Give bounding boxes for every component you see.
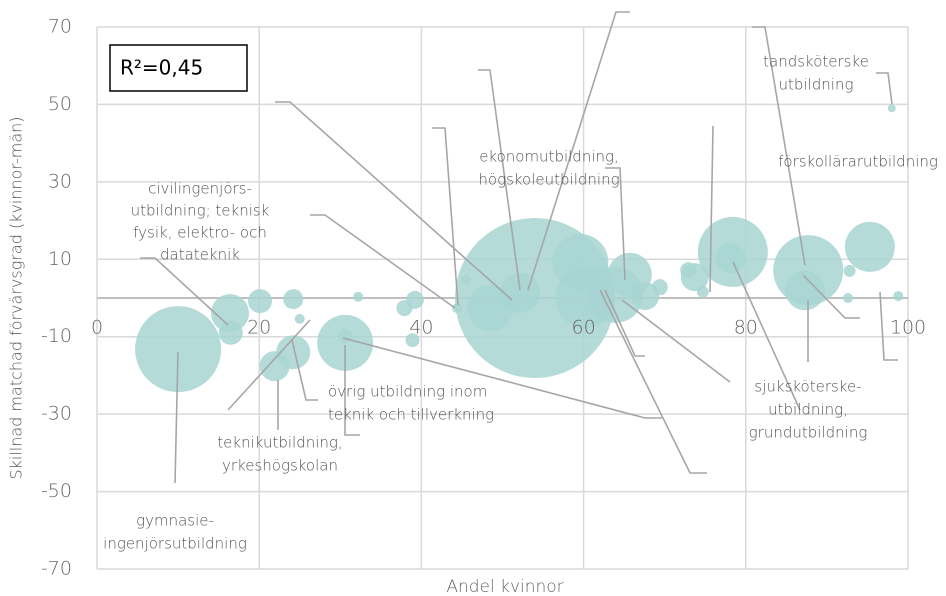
annotation: R²=0,45 — [120, 56, 203, 80]
annotation: yrkeshögskolan — [222, 457, 338, 475]
bubble — [211, 294, 250, 333]
annotation: datateknik — [160, 246, 240, 264]
leader-line — [879, 291, 898, 361]
bubble — [844, 221, 895, 272]
bubble — [276, 335, 311, 370]
leader-line — [342, 337, 662, 419]
annotation: högskoleutbildning — [478, 171, 619, 189]
bubble — [405, 333, 420, 348]
r2-box — [109, 44, 248, 92]
annotation: civilingenjörs- — [148, 180, 252, 198]
y-tick-label: -70 — [41, 558, 72, 580]
bubble — [500, 272, 541, 313]
annotation: teknik och tillverkning — [328, 406, 494, 424]
annotation: gymnasie- — [136, 512, 214, 530]
bubble — [696, 285, 709, 298]
bubble — [353, 291, 364, 302]
y-tick-label: -30 — [41, 403, 72, 425]
leader-line — [599, 289, 707, 474]
bubble — [785, 270, 826, 311]
y-tick-label: 30 — [48, 170, 72, 192]
x-tick-label: 80 — [734, 317, 758, 339]
leader-line — [604, 289, 645, 357]
leader-line — [876, 72, 893, 105]
bubble — [843, 264, 856, 277]
leader-line — [802, 274, 860, 319]
x-tick-label: 100 — [890, 317, 926, 339]
annotation: utbildning, — [768, 401, 848, 419]
x-tick-label: 20 — [247, 317, 271, 339]
bubbles — [135, 104, 904, 393]
bubble — [294, 313, 305, 324]
leader-line — [275, 101, 513, 301]
bubble — [405, 290, 424, 309]
leader-line — [605, 167, 626, 281]
bubble — [715, 243, 746, 274]
bubble — [135, 306, 222, 393]
bubble — [651, 279, 668, 296]
annotation: övrig utbildning inom — [328, 383, 487, 401]
x-tick-label: 0 — [91, 317, 103, 339]
bubble — [893, 291, 904, 302]
y-tick-label: 10 — [48, 248, 72, 270]
annotation: ingenjörsutbildning — [103, 535, 247, 553]
annotation: förskollärarutbildning — [778, 153, 938, 171]
leader-line — [732, 261, 801, 411]
leader-line — [344, 345, 360, 436]
y-tick-label: -50 — [41, 480, 72, 502]
leader-line — [310, 214, 456, 309]
x-tick-label: 40 — [409, 317, 433, 339]
y-tick-label: -10 — [41, 325, 72, 347]
bubble — [680, 263, 709, 292]
bubble — [842, 293, 853, 303]
bubble — [283, 289, 304, 310]
bubble — [218, 320, 243, 345]
leader-line — [291, 339, 318, 401]
annotation: teknikutbildning, — [217, 434, 342, 452]
annotation: utbildning; teknisk — [131, 202, 270, 220]
leader-line — [140, 257, 229, 326]
leader-line — [478, 69, 521, 291]
y-tick-label: 70 — [48, 16, 72, 38]
annotation: fysik, elektro- och — [133, 224, 267, 242]
annotation: tandsköterske — [763, 53, 869, 71]
bubble — [338, 328, 353, 343]
annotation: ekonomutbildning, — [479, 148, 619, 166]
annotation: sjuksköterske- — [754, 378, 861, 396]
leader-line — [752, 26, 806, 266]
bubble — [248, 289, 273, 314]
leader-line — [621, 299, 731, 383]
leader-line — [432, 127, 459, 306]
leader-line — [527, 11, 630, 291]
x-tick-label: 60 — [572, 317, 596, 339]
y-axis-title: Skillnad matchad förvärvsgrad (kvinnor-m… — [7, 116, 26, 479]
leader-line — [227, 319, 311, 411]
leader-line — [174, 351, 179, 484]
x-axis-title: Andel kvinnor — [446, 577, 563, 596]
annotation: grundutbildning — [749, 424, 868, 442]
annotation: utbildning — [779, 76, 854, 94]
leader-line — [709, 125, 714, 293]
y-tick-label: 50 — [48, 93, 72, 115]
leader-lines — [140, 11, 898, 484]
bubble — [887, 104, 896, 113]
